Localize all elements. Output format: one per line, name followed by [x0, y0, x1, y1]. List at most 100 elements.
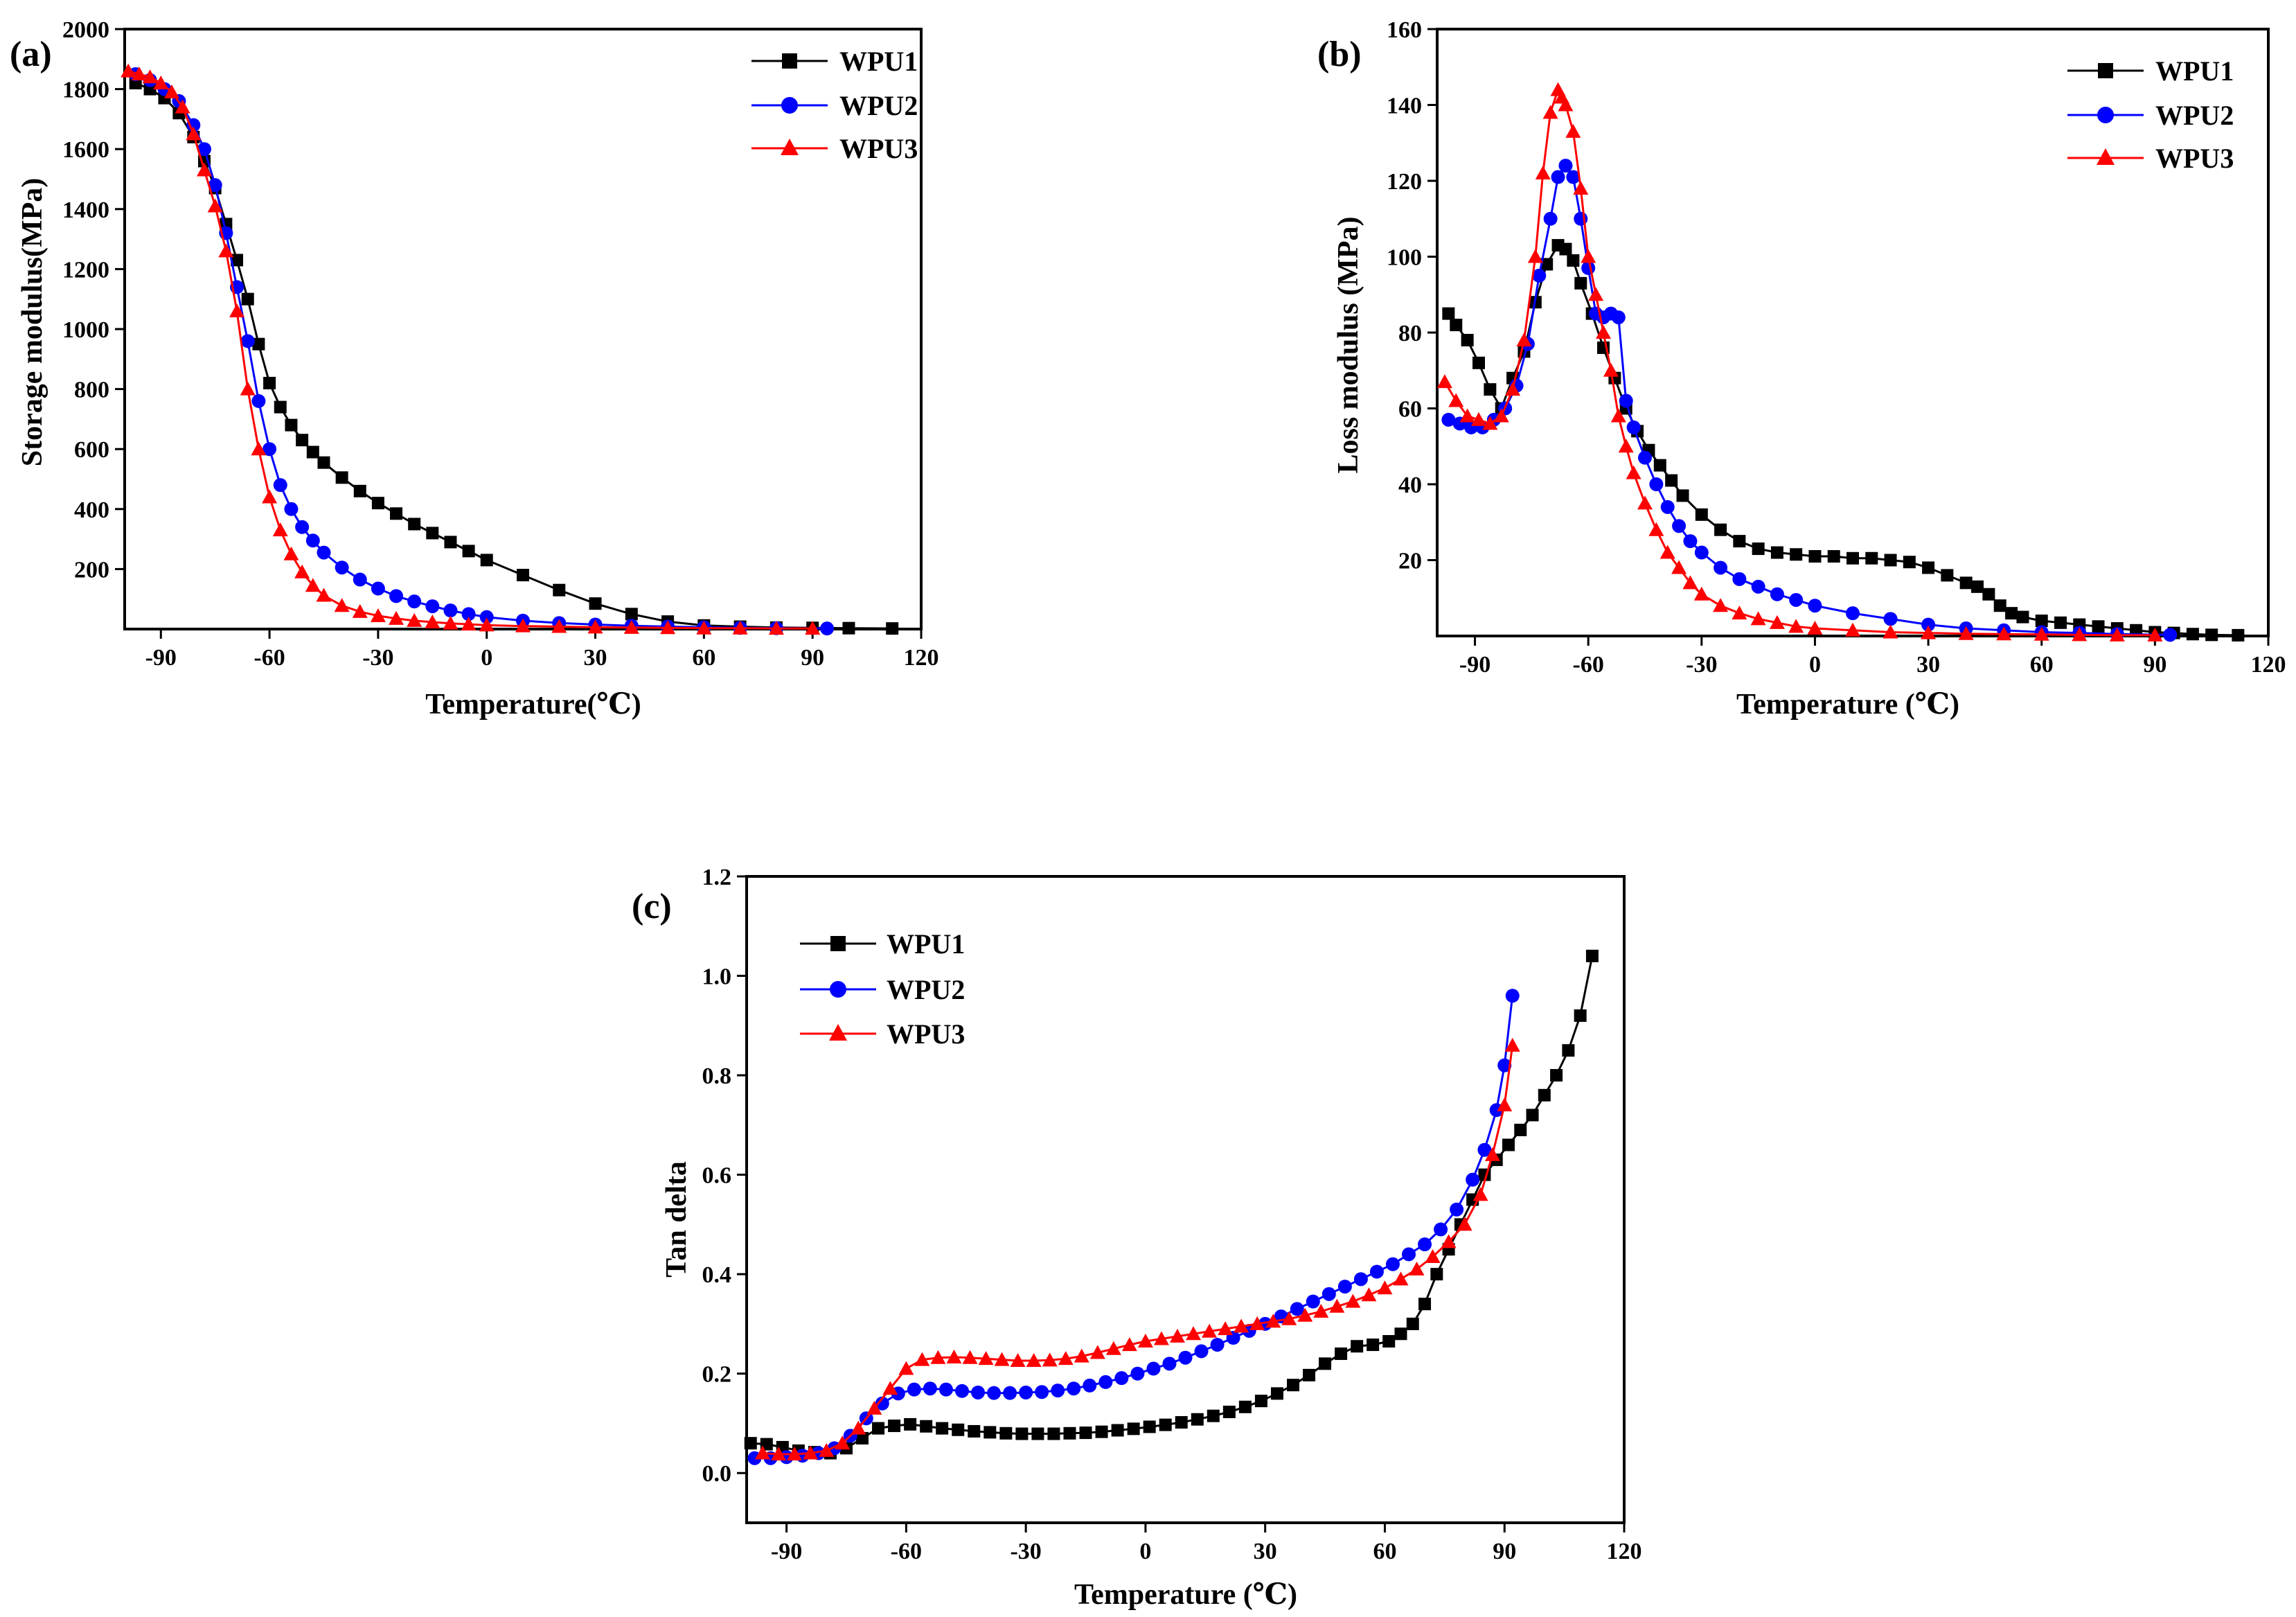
- data-point-wpu3: [1527, 249, 1543, 263]
- data-point-wpu3: [1516, 332, 1532, 346]
- data-point-wpu1: [1585, 949, 1599, 962]
- data-point-wpu3: [819, 1442, 835, 1457]
- data-point-wpu3: [1648, 522, 1664, 536]
- data-point-wpu2: [954, 1384, 969, 1398]
- x-tick-label: 0: [1809, 652, 1821, 678]
- data-point-wpu3: [1883, 624, 1898, 639]
- y-tick-label: 1.2: [702, 865, 732, 890]
- data-point-wpu2: [1714, 560, 1728, 575]
- data-point-wpu3: [1713, 598, 1729, 612]
- data-point-wpu2: [907, 1382, 921, 1397]
- axes-b: -90 -60 -30 0 30 60 90 120 20 40 60 80 100 120 140 160: [1387, 17, 2286, 678]
- legend-label-wpu2-a: WPU2: [839, 90, 918, 121]
- data-point-wpu1: [553, 583, 566, 597]
- data-point-wpu2: [284, 502, 299, 516]
- data-point-wpu3: [1471, 412, 1486, 426]
- data-point-wpu3: [930, 1350, 946, 1364]
- data-point-wpu3: [461, 617, 477, 631]
- x-axis-title-b: Temperature (℃): [1736, 689, 1959, 721]
- data-point-wpu3: [1626, 465, 1641, 479]
- data-point-wpu3: [978, 1351, 994, 1366]
- data-point-wpu2: [1558, 159, 1573, 173]
- data-point-wpu3: [1393, 1271, 1409, 1286]
- data-point-wpu2: [1450, 1202, 1464, 1217]
- data-point-wpu2: [262, 442, 277, 457]
- x-tick-label: 30: [584, 645, 607, 671]
- data-point-wpu1: [2005, 607, 2018, 620]
- data-point-wpu3: [1565, 123, 1581, 138]
- data-point-wpu1: [1159, 1418, 1172, 1431]
- legend-item-wpu3-a: WPU3: [751, 133, 918, 164]
- data-point-wpu1: [872, 1422, 885, 1435]
- data-point-wpu3: [407, 612, 422, 627]
- x-tick-label: -30: [1010, 1539, 1041, 1564]
- data-point-wpu3: [1345, 1293, 1361, 1308]
- data-point-wpu1: [1941, 569, 1954, 582]
- data-point-wpu3: [835, 1435, 851, 1450]
- data-point-wpu1: [252, 337, 265, 351]
- x-tick-label: -90: [1459, 652, 1490, 678]
- data-point-wpu1: [1015, 1427, 1029, 1440]
- data-point-wpu2: [1751, 579, 1765, 594]
- data-point-wpu2: [1808, 599, 1822, 613]
- data-point-wpu3: [866, 1400, 882, 1415]
- data-point-wpu3: [283, 546, 299, 560]
- data-point-wpu1: [480, 554, 493, 567]
- data-point-wpu3: [994, 1352, 1010, 1366]
- legend-item-wpu2-a: WPU2: [751, 90, 918, 121]
- legend-label-wpu2-c: WPU2: [887, 974, 965, 1005]
- data-point-wpu3: [914, 1352, 930, 1366]
- data-point-wpu3: [1265, 1314, 1281, 1328]
- legend-marker-wpu2-a: [781, 97, 798, 114]
- data-point-wpu3: [1750, 611, 1766, 626]
- data-point-wpu3: [962, 1350, 978, 1364]
- data-point-wpu3: [1596, 325, 1611, 339]
- data-point-wpu1: [1971, 580, 1984, 593]
- legend-marker-wpu3-b: [2097, 148, 2115, 165]
- legend-label-wpu3-a: WPU3: [839, 133, 918, 164]
- data-point-wpu3: [2072, 627, 2088, 642]
- data-point-wpu1: [1095, 1425, 1108, 1438]
- x-tick-label: -60: [253, 645, 285, 671]
- data-point-wpu2: [295, 520, 310, 534]
- data-point-wpu1: [1562, 1044, 1575, 1057]
- data-point-wpu2: [1385, 1257, 1400, 1271]
- data-point-wpu2: [1114, 1371, 1129, 1386]
- data-point-wpu1: [1752, 542, 1765, 556]
- data-point-wpu1: [1270, 1387, 1283, 1400]
- data-point-wpu1: [306, 445, 319, 459]
- legend-marker-wpu1-a: [782, 53, 797, 69]
- data-point-wpu2: [1466, 1172, 1480, 1187]
- y-tick-label: 20: [1398, 549, 1422, 574]
- data-point-wpu1: [1808, 550, 1822, 563]
- y-tick-label: 0.4: [702, 1262, 732, 1288]
- legend-item-wpu3-b: WPU3: [2067, 143, 2234, 174]
- data-point-wpu1: [1665, 474, 1678, 487]
- legend-item-wpu2-c: WPU2: [800, 974, 965, 1005]
- data-point-wpu3: [131, 66, 147, 80]
- data-point-wpu3: [755, 1445, 771, 1460]
- y-tick-label: 0.8: [702, 1063, 732, 1089]
- data-point-wpu3: [1682, 575, 1698, 590]
- data-point-wpu3: [787, 1446, 803, 1460]
- data-point-wpu2: [1846, 606, 1860, 621]
- data-point-wpu3: [121, 63, 136, 78]
- data-point-wpu1: [1993, 599, 2006, 612]
- data-point-wpu2: [1732, 572, 1747, 586]
- data-point-wpu1: [1406, 1317, 1419, 1330]
- data-point-wpu2: [1146, 1361, 1161, 1376]
- data-point-wpu1: [1319, 1357, 1332, 1370]
- data-point-wpu3: [1610, 408, 1626, 423]
- data-point-wpu3: [1996, 626, 2012, 641]
- chart-panel-b: -90 -60 -30 0 30 60 90 12020406080100120140160 …: [1317, 17, 2286, 721]
- data-point-wpu2: [1660, 500, 1675, 514]
- data-point-wpu3: [1788, 619, 1804, 633]
- data-point-wpu3: [1769, 615, 1785, 629]
- data-point-wpu3: [1807, 621, 1823, 635]
- y-tick-label: 0.2: [702, 1362, 732, 1388]
- data-point-wpu3: [1010, 1353, 1026, 1368]
- data-point-wpu2: [820, 621, 835, 636]
- data-point-wpu3: [803, 1445, 819, 1460]
